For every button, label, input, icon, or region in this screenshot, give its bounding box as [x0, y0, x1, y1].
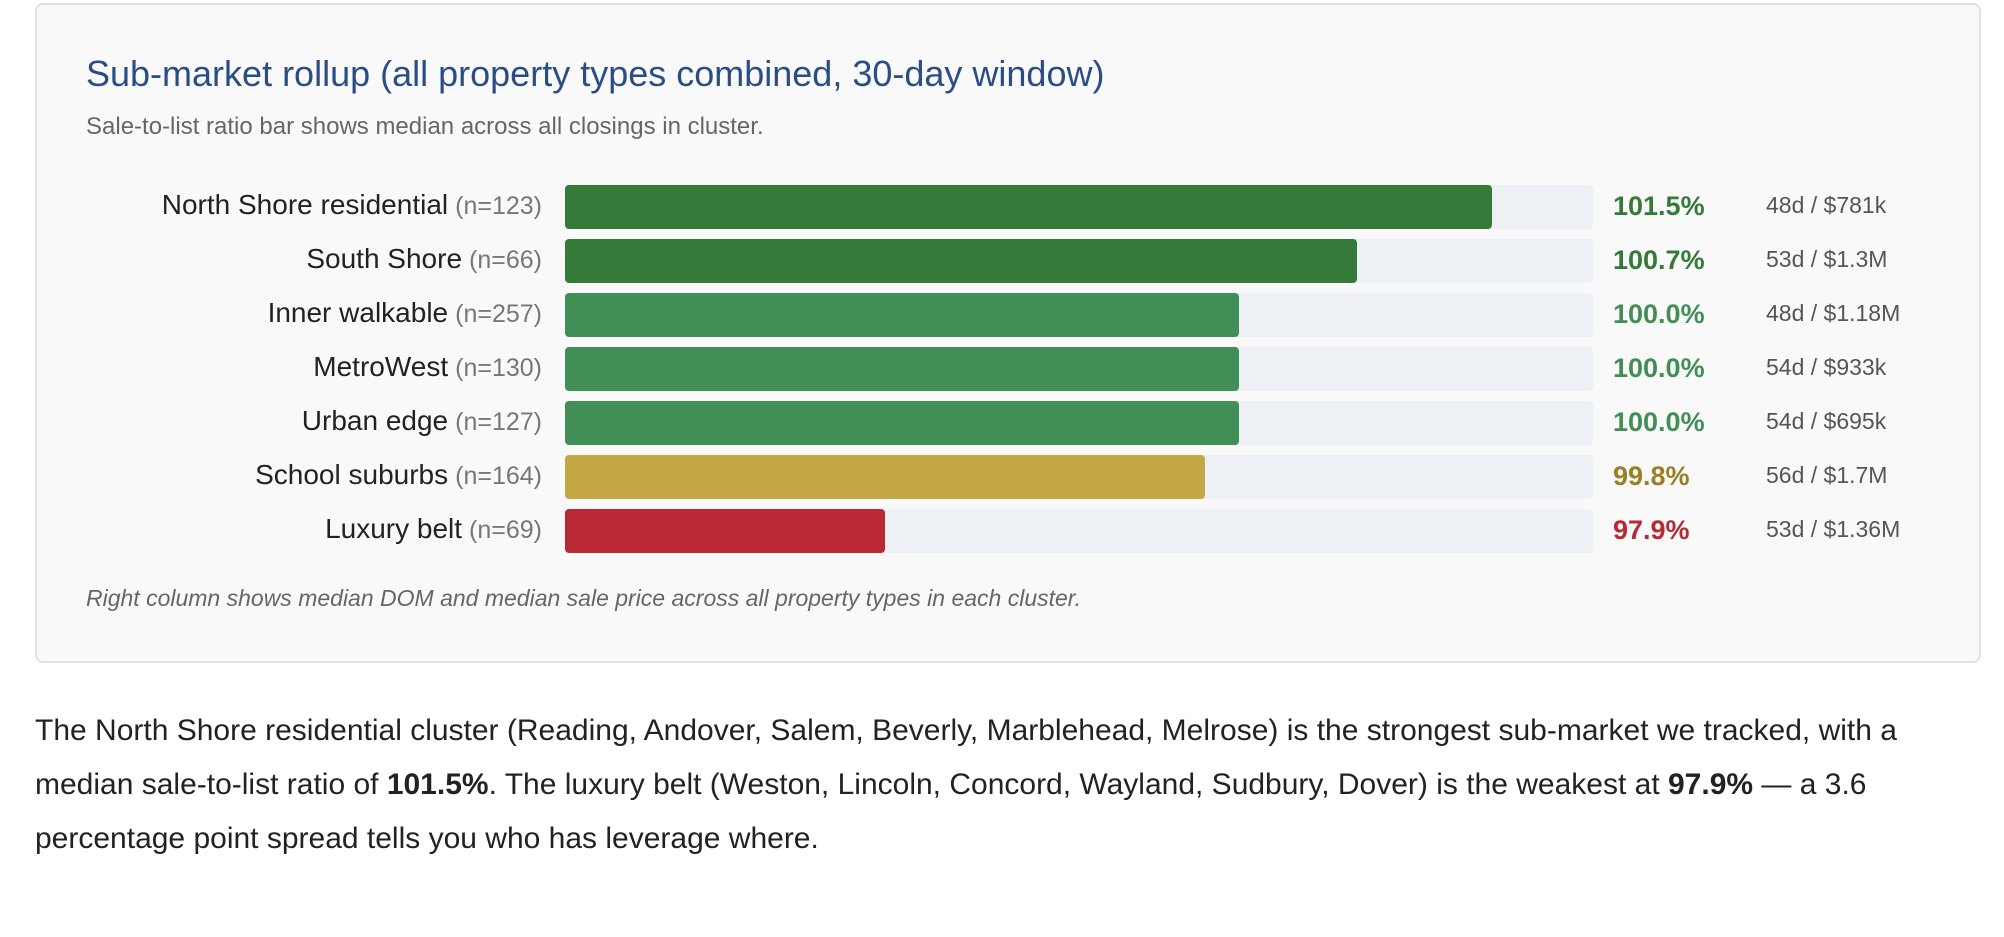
summary-strong-2: 97.9%: [1668, 768, 1754, 801]
category-label: MetroWest: [313, 351, 449, 382]
bar-row: Urban edge (n=127) 100.0% 54d / $695k: [37, 399, 1979, 445]
dom-price-label: 56d / $1.7M: [1766, 462, 1888, 488]
bar-track: [565, 509, 1593, 553]
bar-track: [565, 347, 1593, 391]
sample-size-label: (n=123): [455, 192, 542, 220]
value-label: 100.0%: [1613, 299, 1705, 329]
bar-row: School suburbs (n=164) 99.8% 56d / $1.7M: [37, 453, 1979, 499]
sample-size-label: (n=69): [469, 516, 542, 544]
chart-subtitle: Sale-to-list ratio bar shows median acro…: [86, 113, 764, 140]
value-label: 101.5%: [1613, 191, 1705, 221]
value-label: 100.0%: [1613, 407, 1705, 437]
sample-size-label: (n=130): [455, 354, 542, 382]
row-label: Inner walkable (n=257): [268, 291, 542, 335]
dom-price-label: 48d / $1.18M: [1766, 300, 1901, 326]
category-label: Inner walkable: [267, 297, 449, 328]
category-label: Luxury belt: [325, 513, 463, 544]
submarket-rollup-card: Sub-market rollup (all property types co…: [35, 3, 1981, 663]
bar: [565, 401, 1239, 445]
bar: [565, 239, 1357, 283]
summary-text-3: — a 3.6 percentage point spread tells yo…: [35, 768, 1867, 855]
category-label: South Shore: [306, 243, 463, 274]
bar-row: MetroWest (n=130) 100.0% 54d / $933k: [37, 345, 1979, 391]
bar: [565, 455, 1205, 499]
category-label: North Shore residential: [161, 189, 449, 220]
row-label: North Shore residential (n=123): [162, 183, 542, 227]
summary-text-1: The North Shore residential cluster (Rea…: [35, 714, 1897, 801]
category-label: Urban edge: [301, 405, 449, 436]
chart-footnote: Right column shows median DOM and median…: [86, 585, 1081, 611]
value-label: 97.9%: [1613, 515, 1690, 545]
value-label: 100.7%: [1613, 245, 1705, 275]
summary-strong-1: 101.5%: [386, 768, 489, 801]
bar: [565, 509, 885, 553]
chart-title: Sub-market rollup (all property types co…: [86, 53, 1105, 94]
bar: [565, 293, 1239, 337]
dom-price-label: 54d / $933k: [1766, 354, 1887, 380]
summary-paragraph: The North Shore residential cluster (Rea…: [35, 704, 1985, 866]
sample-size-label: (n=66): [469, 246, 542, 274]
bar-row: Luxury belt (n=69) 97.9% 53d / $1.36M: [37, 507, 1979, 553]
dom-price-label: 53d / $1.3M: [1766, 246, 1888, 272]
sample-size-label: (n=257): [455, 300, 542, 328]
bar-row: South Shore (n=66) 100.7% 53d / $1.3M: [37, 237, 1979, 283]
value-label: 100.0%: [1613, 353, 1705, 383]
bar: [565, 185, 1492, 229]
dom-price-label: 48d / $781k: [1766, 192, 1887, 218]
category-label: School suburbs: [255, 459, 449, 490]
bar-row: North Shore residential (n=123) 101.5% 48d …: [37, 183, 1979, 229]
bar-track: [565, 239, 1593, 283]
row-label: Luxury belt (n=69): [325, 507, 542, 551]
bar-track: [565, 293, 1593, 337]
bar: [565, 347, 1239, 391]
bar-row: Inner walkable (n=257) 100.0% 48d / $1.18M: [37, 291, 1979, 337]
bar-track: [565, 401, 1593, 445]
row-label: School suburbs (n=164): [255, 453, 542, 497]
dom-price-label: 54d / $695k: [1766, 408, 1887, 434]
sample-size-label: (n=127): [455, 408, 542, 436]
row-label: Urban edge (n=127): [302, 399, 542, 443]
dom-price-label: 53d / $1.36M: [1766, 516, 1901, 542]
sample-size-label: (n=164): [455, 462, 542, 490]
bar-track: [565, 185, 1593, 229]
bar-track: [565, 455, 1593, 499]
row-label: MetroWest (n=130): [313, 345, 542, 389]
summary-text-2: . The luxury belt (Weston, Lincoln, Conc…: [488, 768, 1668, 801]
row-label: South Shore (n=66): [306, 237, 542, 281]
value-label: 99.8%: [1613, 461, 1690, 491]
